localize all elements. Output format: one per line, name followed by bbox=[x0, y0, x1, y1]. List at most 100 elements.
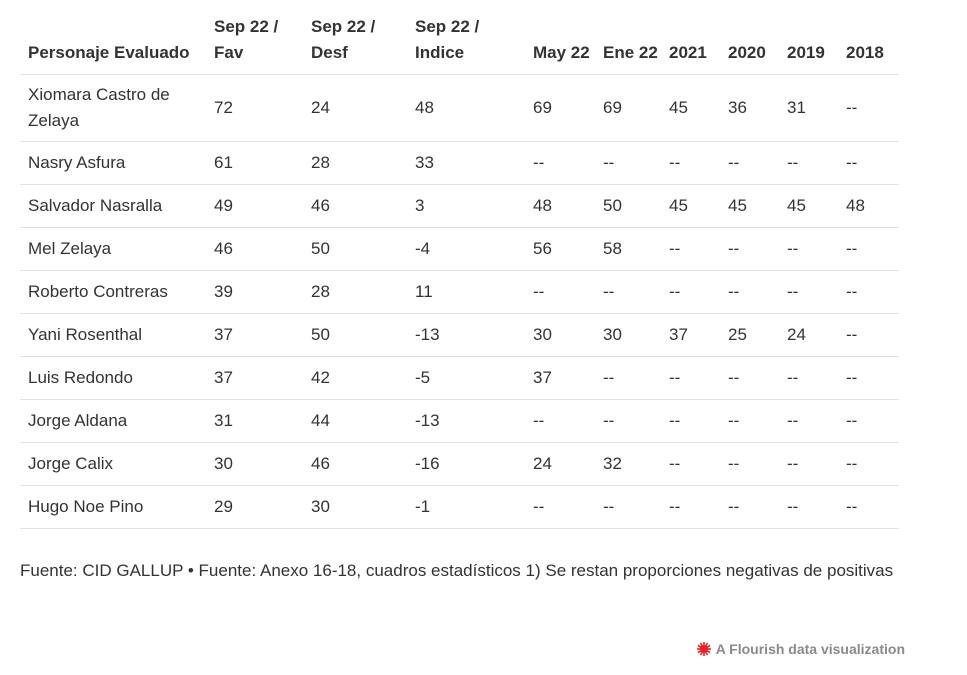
table-cell: 45 bbox=[720, 184, 779, 228]
table-cell: 46 bbox=[303, 442, 407, 486]
table-cell: 72 bbox=[206, 74, 303, 142]
row-label: Nasry Asfura bbox=[20, 141, 206, 185]
table-cell: 48 bbox=[525, 184, 595, 228]
table-row: Luis Redondo 37 42 -5 37 -- -- -- -- -- bbox=[20, 356, 899, 400]
table-cell: 33 bbox=[407, 141, 525, 185]
row-label: Yani Rosenthal bbox=[20, 313, 206, 357]
table-cell: -- bbox=[720, 227, 779, 271]
column-header: 2020 bbox=[728, 43, 766, 62]
column-header: Ene 22 bbox=[603, 43, 658, 62]
table-cell: -- bbox=[595, 485, 661, 529]
table-cell: -16 bbox=[407, 442, 525, 486]
column-header: 2021 bbox=[669, 43, 707, 62]
row-label: Salvador Nasralla bbox=[20, 184, 206, 228]
row-label: Xiomara Castro de Zelaya bbox=[20, 74, 206, 142]
row-label: Luis Redondo bbox=[20, 356, 206, 400]
table-cell: 25 bbox=[720, 313, 779, 357]
column-header: 2018 bbox=[846, 43, 884, 62]
table-cell: -4 bbox=[407, 227, 525, 271]
row-label: Mel Zelaya bbox=[20, 227, 206, 271]
table-cell: -- bbox=[720, 485, 779, 529]
table-cell: 45 bbox=[779, 184, 838, 228]
table-cell: -- bbox=[661, 442, 720, 486]
table-cell: -- bbox=[838, 485, 899, 529]
table-cell: 48 bbox=[838, 184, 899, 228]
table-cell: -- bbox=[525, 399, 595, 443]
table-cell: 50 bbox=[595, 184, 661, 228]
column-header: Personaje Evaluado bbox=[28, 43, 190, 62]
table-cell: -- bbox=[779, 227, 838, 271]
table-cell: -- bbox=[595, 399, 661, 443]
table-row: Jorge Calix 30 46 -16 24 32 -- -- -- -- bbox=[20, 442, 899, 486]
table-cell: -- bbox=[525, 485, 595, 529]
flourish-credit[interactable]: A Flourish data visualization bbox=[696, 641, 905, 657]
table-cell: 42 bbox=[303, 356, 407, 400]
table-cell: -5 bbox=[407, 356, 525, 400]
table-cell: -- bbox=[595, 270, 661, 314]
column-header: Sep 22 / Indice bbox=[415, 17, 480, 62]
column-header: May 22 bbox=[533, 43, 590, 62]
table-row: Salvador Nasralla 49 46 3 48 50 45 45 45 48 bbox=[20, 184, 899, 228]
table-cell: 46 bbox=[206, 227, 303, 271]
table-cell: 32 bbox=[595, 442, 661, 486]
table-cell: 24 bbox=[525, 442, 595, 486]
column-header: Sep 22 / Desf bbox=[311, 17, 376, 62]
table-cell: 36 bbox=[720, 74, 779, 142]
table-cell: 69 bbox=[595, 74, 661, 142]
table-cell: -- bbox=[595, 356, 661, 400]
table-cell: -- bbox=[720, 442, 779, 486]
table-cell: 44 bbox=[303, 399, 407, 443]
table-cell: 30 bbox=[206, 442, 303, 486]
table-cell: -- bbox=[661, 270, 720, 314]
table-row: Yani Rosenthal 37 50 -13 30 30 37 25 24 -- bbox=[20, 313, 899, 357]
table-cell: -- bbox=[838, 442, 899, 486]
table-cell: -- bbox=[720, 270, 779, 314]
table-cell: 49 bbox=[206, 184, 303, 228]
table-cell: 37 bbox=[206, 313, 303, 357]
table-cell: -13 bbox=[407, 313, 525, 357]
table-cell: -- bbox=[720, 356, 779, 400]
table-header-row: Personaje Evaluado Sep 22 / Fav Sep 22 / D… bbox=[20, 14, 899, 75]
table-cell: -- bbox=[779, 399, 838, 443]
table-cell: 39 bbox=[206, 270, 303, 314]
table-cell: -- bbox=[779, 442, 838, 486]
table-cell: 37 bbox=[661, 313, 720, 357]
table-row: Jorge Aldana 31 44 -13 -- -- -- -- -- -- bbox=[20, 399, 899, 443]
data-table: Personaje Evaluado Sep 22 / Fav Sep 22 / D… bbox=[20, 14, 899, 529]
table-cell: 45 bbox=[661, 184, 720, 228]
table-cell: 24 bbox=[303, 74, 407, 142]
table-cell: 31 bbox=[206, 399, 303, 443]
table-cell: 69 bbox=[525, 74, 595, 142]
table-cell: -- bbox=[661, 356, 720, 400]
table-cell: -- bbox=[838, 313, 899, 357]
table-cell: -- bbox=[661, 141, 720, 185]
table-cell: 56 bbox=[525, 227, 595, 271]
table-body: Xiomara Castro de Zelaya 72 24 48 69 69 45 36 31… bbox=[20, 74, 899, 529]
table-cell: -- bbox=[838, 227, 899, 271]
row-label: Roberto Contreras bbox=[20, 270, 206, 314]
table-cell: -- bbox=[838, 270, 899, 314]
table-cell: -- bbox=[779, 356, 838, 400]
table-cell: -- bbox=[720, 141, 779, 185]
table-cell: -- bbox=[661, 227, 720, 271]
table-cell: -- bbox=[525, 141, 595, 185]
table-cell: -- bbox=[838, 399, 899, 443]
table-cell: -- bbox=[661, 485, 720, 529]
table-cell: -- bbox=[838, 74, 899, 142]
table-cell: 30 bbox=[595, 313, 661, 357]
table-cell: -- bbox=[838, 141, 899, 185]
table-cell: 50 bbox=[303, 227, 407, 271]
table-cell: -- bbox=[661, 399, 720, 443]
table-cell: 37 bbox=[525, 356, 595, 400]
table-cell: -- bbox=[779, 270, 838, 314]
table-cell: -- bbox=[525, 270, 595, 314]
table-cell: 3 bbox=[407, 184, 525, 228]
table-cell: 46 bbox=[303, 184, 407, 228]
table-row: Roberto Contreras 39 28 11 -- -- -- -- -- -- bbox=[20, 270, 899, 314]
row-label: Hugo Noe Pino bbox=[20, 485, 206, 529]
table-cell: -- bbox=[720, 399, 779, 443]
table-cell: 30 bbox=[525, 313, 595, 357]
table-cell: -- bbox=[595, 141, 661, 185]
table-cell: -- bbox=[779, 485, 838, 529]
table-row: Mel Zelaya 46 50 -4 56 58 -- -- -- -- bbox=[20, 227, 899, 271]
